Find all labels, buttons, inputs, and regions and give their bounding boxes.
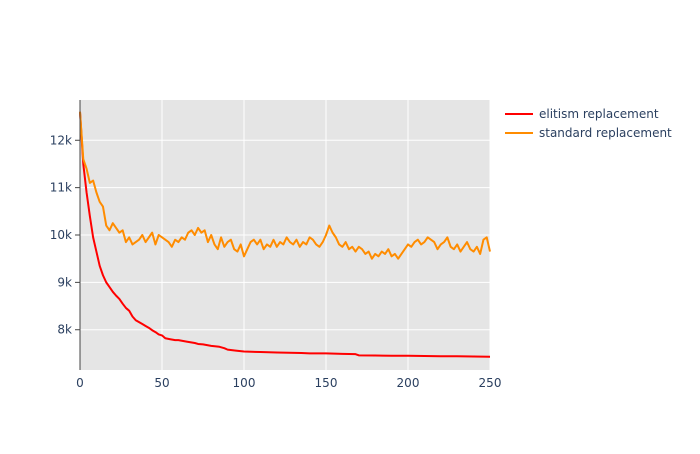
y-tick-label: 12k xyxy=(50,133,72,147)
legend[interactable]: elitism replacement standard replacement xyxy=(505,107,672,140)
x-tick-label: 50 xyxy=(154,376,169,390)
x-axis-ticks: 0 50 100 150 200 250 xyxy=(76,376,501,390)
x-tick-label: 100 xyxy=(233,376,256,390)
x-tick-label: 150 xyxy=(315,376,338,390)
y-tick-label: 11k xyxy=(50,181,72,195)
series-line-standard xyxy=(79,111,491,260)
y-axis-ticks: 8k 9k 10k 11k 12k xyxy=(50,100,81,370)
y-tick-label: 10k xyxy=(50,228,72,242)
legend-label-standard: standard replacement xyxy=(539,126,672,140)
x-tick-label: 0 xyxy=(76,376,84,390)
series-line-elitism xyxy=(79,111,491,358)
series-lines xyxy=(79,111,491,358)
y-tick-label: 8k xyxy=(57,323,72,337)
y-tick-label: 9k xyxy=(57,275,72,289)
x-tick-label: 200 xyxy=(397,376,420,390)
x-tick-label: 250 xyxy=(479,376,502,390)
legend-label-elitism: elitism replacement xyxy=(539,107,659,121)
